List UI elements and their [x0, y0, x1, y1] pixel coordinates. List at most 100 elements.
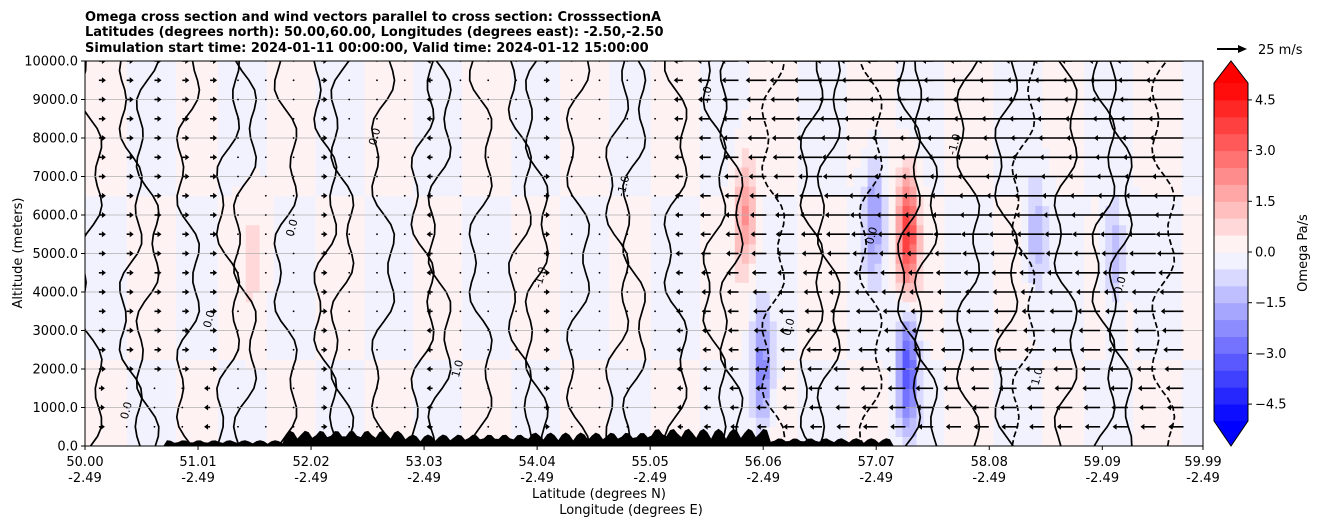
omega-cell	[294, 118, 303, 129]
omega-cell	[119, 234, 128, 245]
omega-cell	[252, 109, 261, 120]
omega-cell	[196, 128, 205, 139]
omega-cell	[455, 349, 463, 360]
omega-cell	[588, 195, 596, 206]
omega-cell	[525, 417, 533, 428]
omega-cell	[860, 320, 869, 332]
omega-cell	[133, 128, 142, 139]
omega-cell	[126, 138, 135, 149]
omega-cell	[273, 388, 282, 399]
omega-cell	[483, 128, 491, 139]
omega-cell	[734, 311, 743, 322]
omega-cell	[553, 215, 561, 226]
omega-cell	[497, 234, 505, 245]
omega-cell	[350, 205, 359, 216]
omega-cell	[224, 330, 233, 341]
omega-cell	[888, 311, 897, 322]
omega-cell	[797, 369, 806, 380]
omega-cell	[741, 157, 750, 168]
omega-cell	[727, 243, 736, 255]
omega-cell	[902, 369, 911, 380]
omega-cell	[699, 215, 708, 226]
omega-cell	[692, 397, 701, 409]
omega-cell	[350, 426, 359, 437]
omega-cell	[916, 70, 925, 81]
omega-cell	[706, 388, 715, 399]
omega-cell	[818, 80, 827, 91]
omega-cell	[210, 378, 219, 389]
omega-cell	[357, 426, 366, 437]
omega-cell	[196, 407, 205, 418]
omega-cell	[91, 99, 100, 110]
omega-cell	[154, 253, 163, 264]
omega-cell	[140, 138, 149, 149]
omega-cell	[881, 157, 890, 168]
omega-cell	[776, 80, 785, 91]
omega-cell	[385, 186, 394, 197]
omega-cell	[692, 70, 701, 81]
omega-cell	[427, 176, 435, 187]
omega-cell	[280, 330, 289, 341]
omega-cell	[951, 426, 960, 437]
omega-cell	[755, 311, 764, 322]
omega-cell	[574, 388, 582, 399]
omega-cell	[909, 205, 918, 216]
omega-cell	[476, 176, 484, 187]
omega-cell	[315, 369, 324, 380]
omega-cell	[630, 99, 638, 110]
omega-cell	[532, 80, 540, 91]
omega-cell	[203, 359, 212, 370]
omega-cell	[546, 147, 554, 158]
omega-cell	[867, 407, 876, 418]
omega-cell	[85, 436, 93, 446]
omega-cell	[944, 263, 953, 274]
omega-cell	[853, 397, 862, 409]
omega-cell	[497, 369, 505, 380]
omega-cell	[944, 272, 953, 283]
omega-cell	[588, 272, 596, 283]
omega-cell	[588, 234, 596, 245]
omega-cell	[469, 340, 477, 351]
omega-cell	[420, 388, 428, 399]
omega-cell	[518, 61, 526, 72]
omega-cell	[602, 263, 610, 274]
omega-cell	[259, 349, 268, 360]
omega-cell	[769, 234, 778, 245]
omega-cell	[860, 138, 869, 149]
omega-cell	[434, 301, 442, 312]
omega-cell	[182, 417, 191, 428]
omega-cell	[874, 186, 883, 197]
omega-cell	[85, 109, 93, 120]
omega-cell	[182, 109, 191, 120]
omega-cell	[91, 224, 100, 235]
omega-cell	[616, 147, 624, 158]
omega-cell	[85, 263, 93, 274]
omega-cell	[937, 215, 946, 226]
omega-cell	[511, 234, 519, 245]
omega-cell	[266, 263, 275, 274]
omega-cell	[203, 176, 212, 187]
omega-cell	[406, 80, 415, 91]
omega-cell	[916, 330, 925, 341]
omega-cell	[769, 263, 778, 274]
omega-cell	[252, 272, 261, 283]
omega-cell	[804, 272, 813, 283]
omega-cell	[783, 166, 792, 178]
omega-cell	[98, 138, 107, 149]
omega-cell	[546, 186, 554, 197]
omega-cell	[790, 292, 799, 303]
omega-cell	[895, 166, 904, 178]
omega-cell	[602, 243, 610, 255]
omega-cell	[280, 147, 289, 158]
omega-cell	[923, 186, 932, 197]
omega-cell	[783, 109, 792, 120]
omega-cell	[294, 378, 303, 389]
omega-cell	[804, 166, 813, 178]
omega-cell	[706, 253, 715, 264]
omega-cell	[231, 109, 240, 120]
omega-cell	[874, 272, 883, 283]
omega-cell	[154, 388, 163, 399]
omega-cell	[476, 292, 484, 303]
omega-cell	[748, 378, 757, 389]
omega-cell	[224, 109, 233, 120]
